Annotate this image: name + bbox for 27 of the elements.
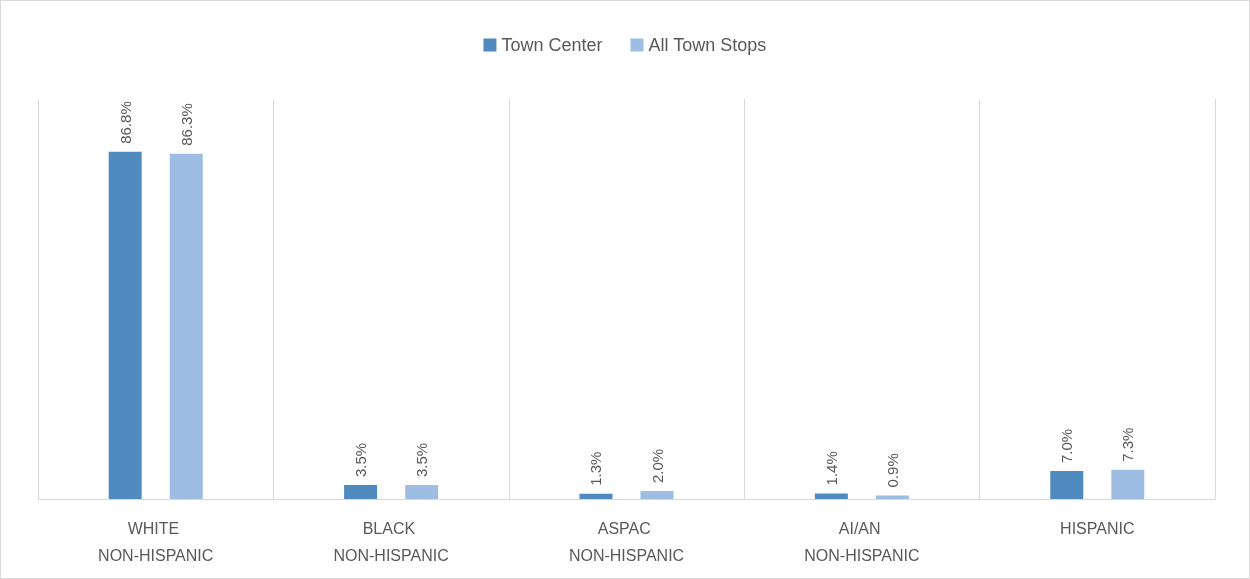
x-tick-label: WHITE NON-HISPANIC bbox=[98, 520, 214, 564]
data-label: 0.9% bbox=[883, 453, 901, 488]
bar bbox=[640, 491, 674, 499]
x-tick-label: ASPAC NON-HISPANIC bbox=[568, 520, 685, 564]
data-label: 7.0% bbox=[1058, 428, 1076, 463]
data-label: 86.3% bbox=[177, 103, 195, 146]
data-label: 7.3% bbox=[1119, 427, 1137, 462]
data-label: 2.0% bbox=[648, 448, 666, 483]
data-label: 1.4% bbox=[822, 451, 840, 486]
bar bbox=[344, 485, 378, 499]
bar bbox=[169, 153, 203, 499]
bar bbox=[108, 151, 142, 499]
data-label: 3.5% bbox=[352, 442, 370, 477]
x-tick-label: HISPANIC bbox=[1060, 520, 1135, 537]
bar bbox=[579, 493, 613, 499]
data-label: 1.3% bbox=[587, 451, 605, 486]
x-tick-label: AI/AN NON-HISPANIC bbox=[804, 520, 920, 564]
bar bbox=[875, 495, 909, 499]
legend-label: All Town Stops bbox=[648, 35, 767, 55]
bar bbox=[814, 493, 848, 499]
bar bbox=[1111, 469, 1145, 499]
legend-label: Town Center bbox=[501, 35, 603, 55]
data-label: 86.8% bbox=[116, 101, 134, 144]
data-label: 3.5% bbox=[413, 442, 431, 477]
bar bbox=[1050, 471, 1084, 499]
bar bbox=[405, 485, 439, 499]
x-tick-label: BLACK NON-HISPANIC bbox=[333, 520, 449, 564]
